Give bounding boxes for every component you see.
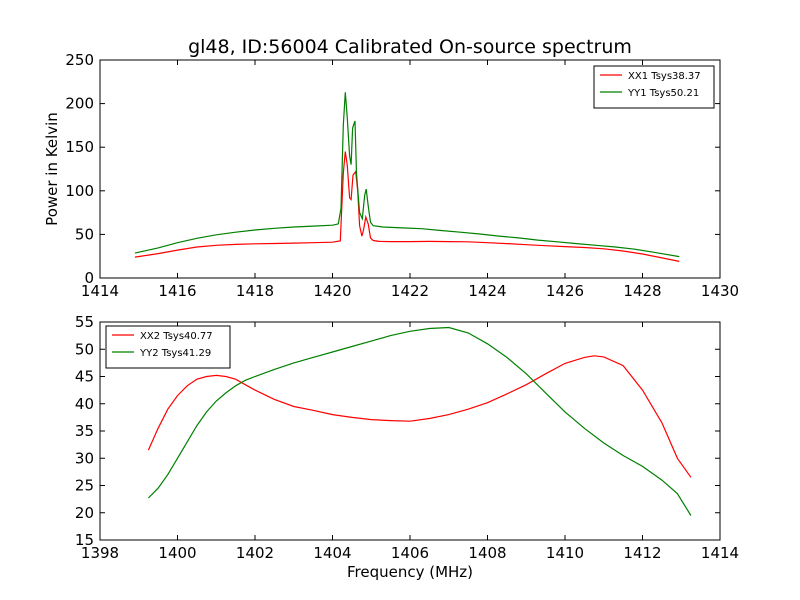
- y-tick-label: 25: [75, 477, 94, 495]
- y-tick-label: 30: [75, 449, 94, 467]
- x-tick-label: 1430: [701, 282, 739, 300]
- x-tick-label: 1420: [313, 282, 351, 300]
- y-tick-label: 0: [84, 269, 94, 287]
- x-tick-label: 1398: [81, 544, 119, 562]
- x-tick-label: 1428: [623, 282, 661, 300]
- chart-panel-2: 1398 1400 1402 1404 1406 1408 1410 1412 1414 15 20…: [75, 313, 739, 581]
- x-tick-label: 1424: [468, 282, 506, 300]
- x-tick-label: 1414: [701, 544, 739, 562]
- y-tick-label: 35: [75, 422, 94, 440]
- x-tick-label: 1406: [391, 544, 429, 562]
- x-axis-label: Frequency (MHz): [347, 563, 473, 581]
- y-tick-label: 20: [75, 504, 94, 522]
- x-tick-label: 1408: [468, 544, 506, 562]
- series-line-2-2: [147, 326, 692, 516]
- y-tick-label: 40: [75, 395, 94, 413]
- legend-label: YY1 Tsys50.21: [627, 88, 699, 99]
- chart-title: gl48, ID:56004 Calibrated On-source spec…: [188, 36, 632, 58]
- legend: XX2 Tsys40.77 YY2 Tsys41.29: [105, 325, 231, 369]
- legend-box: [593, 65, 715, 109]
- legend-label: XX1 Tsys38.37: [628, 71, 701, 82]
- y-tick-label: 150: [65, 138, 94, 156]
- x-tick-label: 1402: [236, 544, 274, 562]
- y-axis-label: Power in Kelvin: [43, 112, 61, 226]
- y-tick-label: 50: [75, 340, 94, 358]
- y-tick-label: 50: [75, 225, 94, 243]
- legend-label: YY2 Tsys41.29: [139, 348, 211, 359]
- y-tick-label: 15: [75, 531, 94, 549]
- x-tick-label: 1400: [158, 544, 196, 562]
- x-tick-label: 1418: [236, 282, 274, 300]
- x-tick-label: 1414: [81, 282, 119, 300]
- legend-box: [105, 325, 231, 369]
- y-tick-label: 250: [65, 51, 94, 69]
- y-tick-label: 100: [65, 182, 94, 200]
- y-tick-label: 45: [75, 368, 94, 386]
- chart-panel-1: 1414 1416 1418 1420 1422 1424 1426 1428 1430 0 50 1…: [43, 51, 739, 300]
- x-tick-label: 1416: [158, 282, 196, 300]
- legend: XX1 Tsys38.37 YY1 Tsys50.21: [593, 65, 715, 109]
- x-tick-label: 1412: [623, 544, 661, 562]
- series-line-1-2: [134, 92, 680, 258]
- legend-label: XX2 Tsys40.77: [140, 331, 213, 342]
- x-tick-label: 1426: [546, 282, 584, 300]
- y-tick-label: 55: [75, 313, 94, 331]
- x-tick-label: 1410: [546, 544, 584, 562]
- series-line-2-1: [147, 355, 692, 478]
- x-tick-label: 1404: [313, 544, 351, 562]
- series-line-1-1: [134, 151, 680, 262]
- y-tick-label: 200: [65, 95, 94, 113]
- x-tick-label: 1422: [391, 282, 429, 300]
